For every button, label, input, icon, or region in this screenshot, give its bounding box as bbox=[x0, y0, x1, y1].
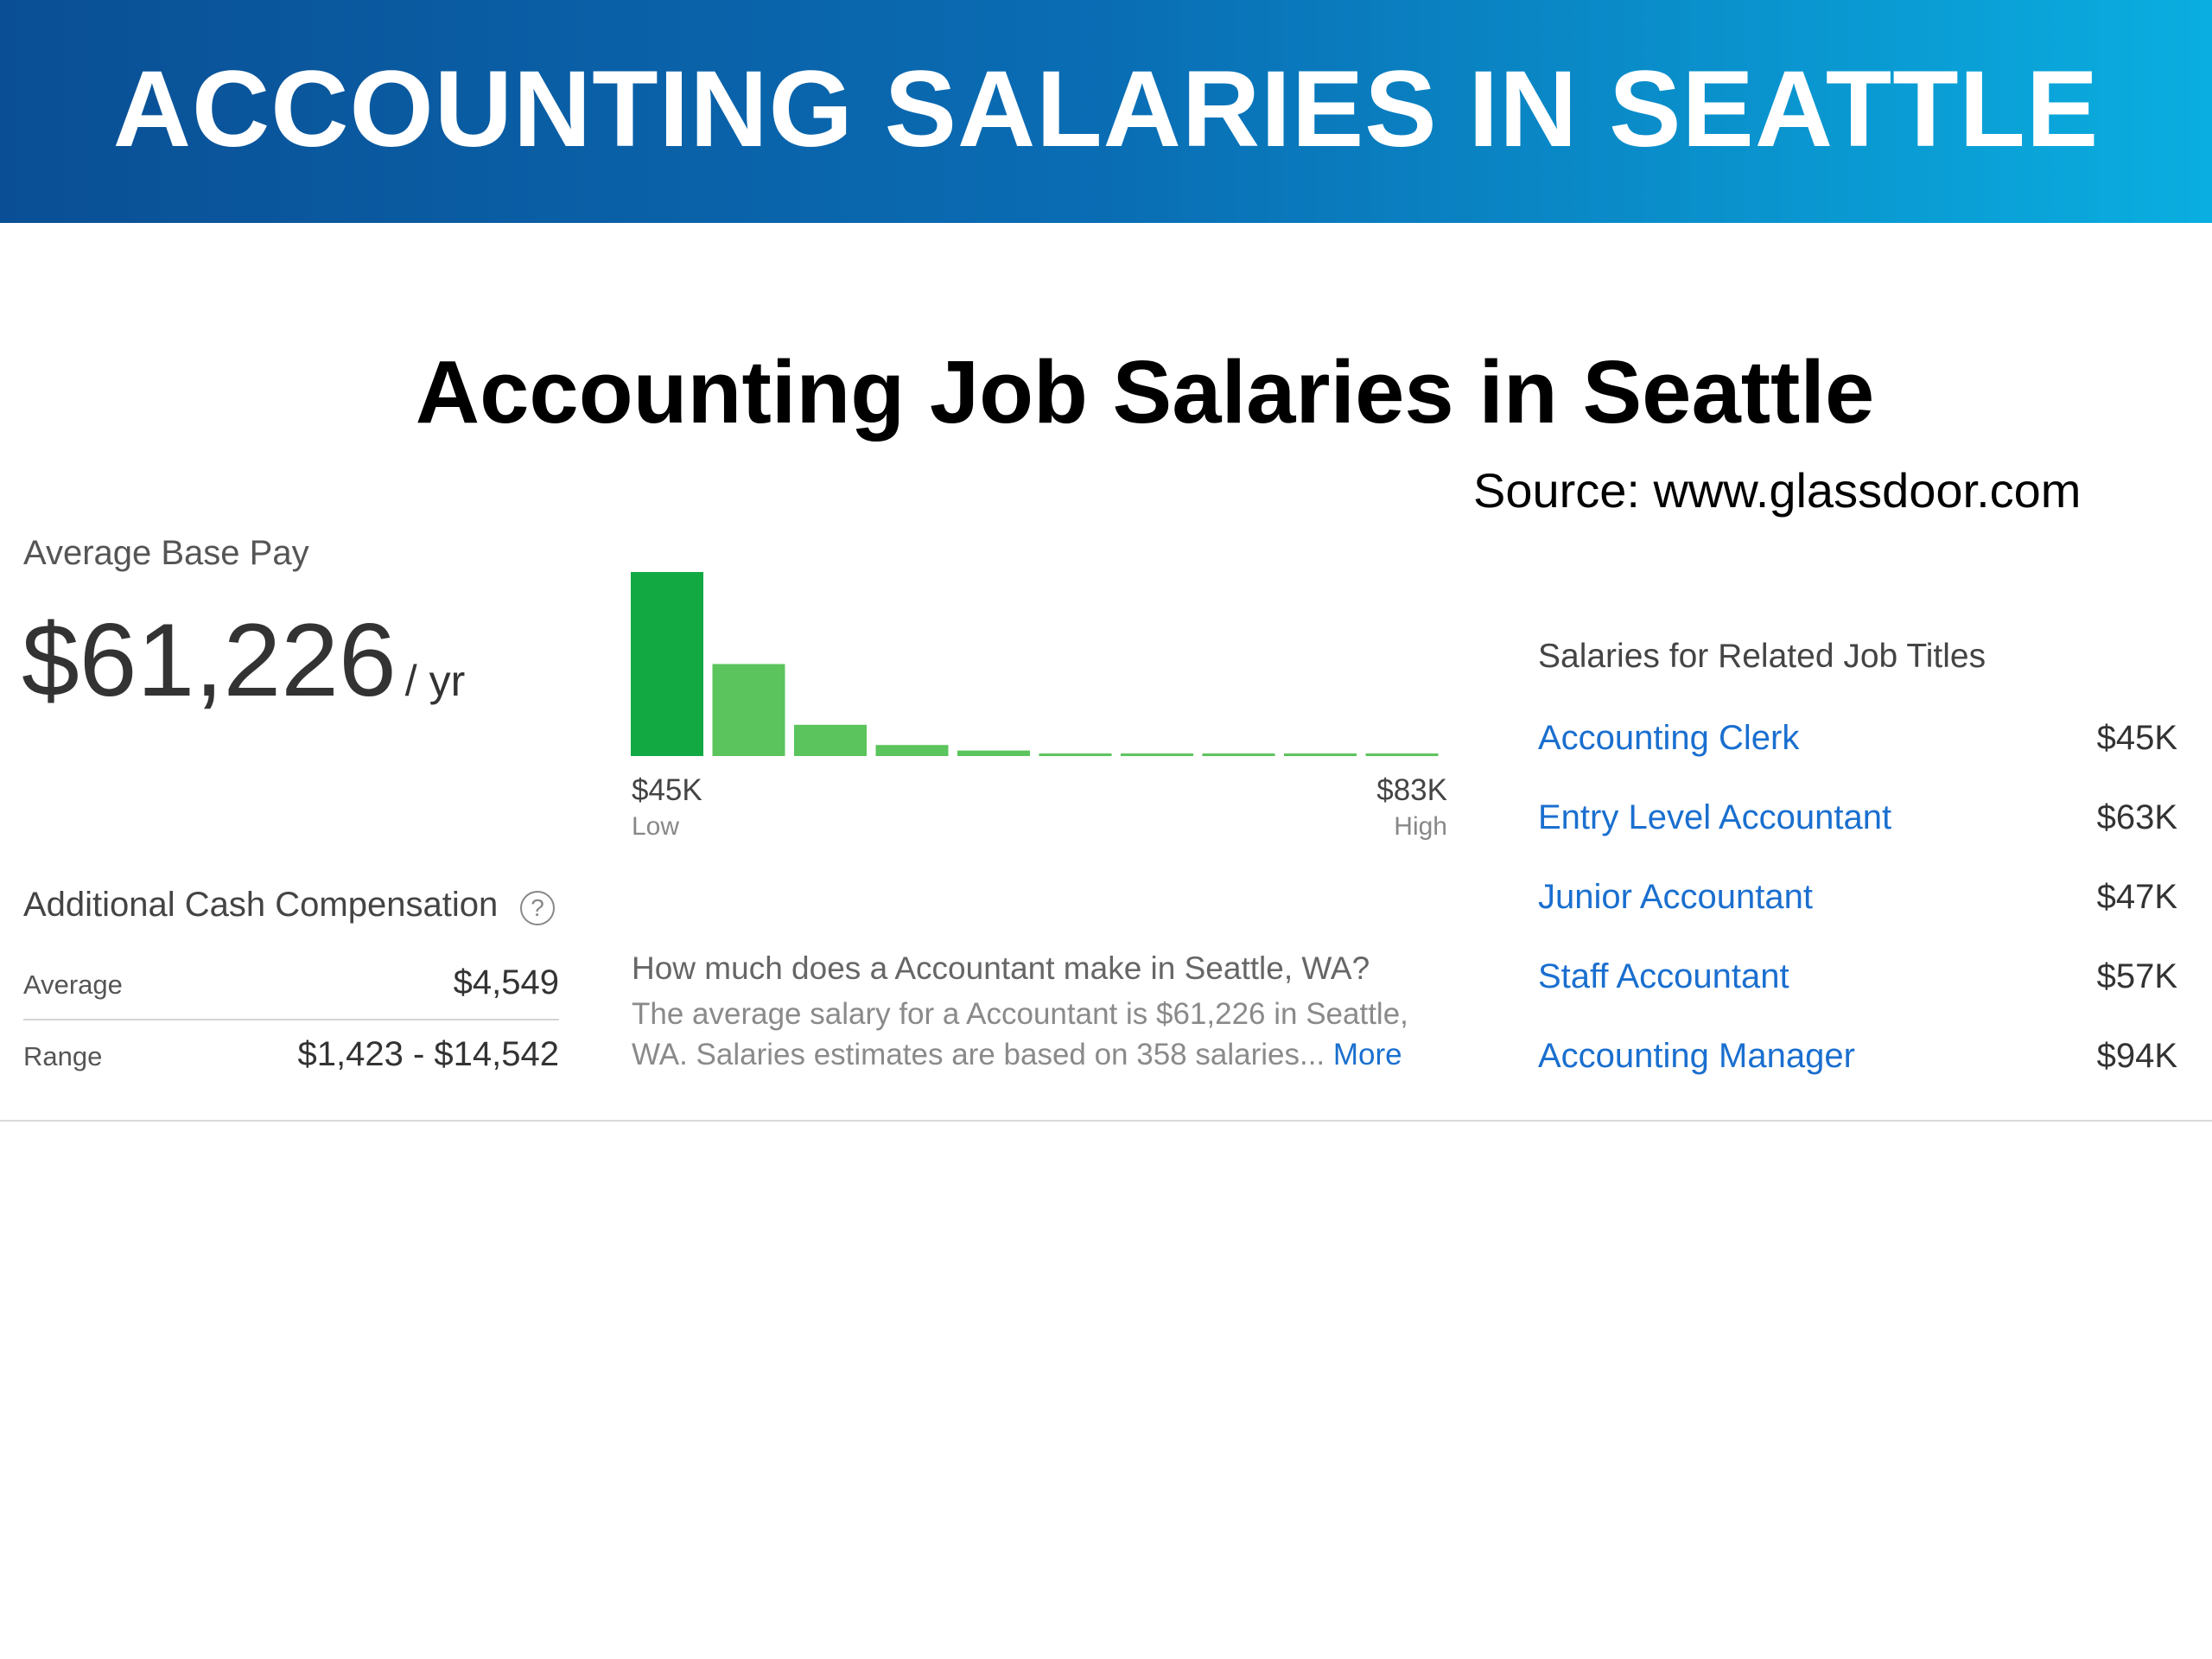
histogram-high-label: High bbox=[1394, 812, 1447, 841]
related-job-salary: $63K bbox=[2096, 798, 2177, 836]
cash-range-value: $1,423 - $14,542 bbox=[297, 1035, 559, 1073]
cash-divider bbox=[23, 1019, 559, 1020]
cash-average-value: $4,549 bbox=[453, 963, 559, 1001]
title-banner: ACCOUNTING SALARIES IN SEATTLE bbox=[0, 0, 2212, 223]
related-job-link[interactable]: Entry Level Accountant bbox=[1538, 798, 1892, 836]
bottom-divider bbox=[0, 1120, 2212, 1122]
related-job-link[interactable]: Staff Accountant bbox=[1538, 957, 1789, 995]
histogram-bar bbox=[1365, 753, 1439, 756]
histogram-bar bbox=[794, 724, 867, 756]
histogram-low-value: $45K bbox=[632, 773, 702, 807]
histogram-low-label: Low bbox=[632, 812, 680, 841]
cash-range-label: Range bbox=[23, 1041, 103, 1071]
related-job-link[interactable]: Accounting Clerk bbox=[1538, 719, 1800, 757]
histogram-bar bbox=[631, 572, 703, 756]
help-icon[interactable]: ? bbox=[520, 891, 555, 925]
faq-answer-text: The average salary for a Accountant is $… bbox=[632, 997, 1408, 1071]
cash-average-label: Average bbox=[23, 969, 123, 1000]
related-row: Junior Accountant $47K bbox=[1538, 878, 2177, 917]
average-base-pay-label: Average Base Pay bbox=[23, 534, 309, 572]
base-pay-unit: / yr bbox=[404, 657, 466, 705]
related-job-link[interactable]: Accounting Manager bbox=[1538, 1037, 1855, 1075]
related-row: Accounting Clerk $45K bbox=[1538, 719, 2177, 758]
source-note: Source: www.glassdoor.com bbox=[1473, 463, 2082, 518]
related-job-salary: $47K bbox=[2096, 878, 2177, 916]
banner-title: ACCOUNTING SALARIES IN SEATTLE bbox=[112, 48, 2100, 169]
histogram-bar bbox=[1039, 753, 1112, 756]
cash-average-row: Average $4,549 bbox=[23, 963, 559, 1002]
related-job-link[interactable]: Junior Accountant bbox=[1538, 878, 1813, 916]
related-job-salary: $94K bbox=[2096, 1037, 2177, 1075]
histogram-bar bbox=[875, 745, 949, 756]
related-job-salary: $57K bbox=[2096, 957, 2177, 995]
related-row: Entry Level Accountant $63K bbox=[1538, 798, 2177, 837]
related-row: Staff Accountant $57K bbox=[1538, 957, 2177, 996]
salary-histogram bbox=[631, 572, 1439, 756]
histogram-bar bbox=[957, 750, 1030, 756]
additional-cash-title: Additional Cash Compensation bbox=[23, 886, 499, 924]
histogram-bar bbox=[712, 664, 785, 756]
histogram-bar bbox=[1284, 753, 1357, 756]
histogram-bar bbox=[1121, 753, 1193, 756]
base-pay-amount: $61,226 bbox=[22, 602, 397, 718]
related-titles-heading: Salaries for Related Job Titles bbox=[1538, 638, 1986, 675]
histogram-high-value: $83K bbox=[1376, 773, 1447, 807]
related-job-salary: $45K bbox=[2096, 719, 2177, 757]
related-row: Accounting Manager $94K bbox=[1538, 1037, 2177, 1076]
slide-subtitle: Accounting Job Salaries in Seattle bbox=[415, 342, 1875, 442]
cash-range-row: Range $1,423 - $14,542 bbox=[23, 1035, 559, 1074]
faq-question: How much does a Accountant make in Seatt… bbox=[632, 950, 1370, 986]
faq-answer: The average salary for a Accountant is $… bbox=[632, 994, 1461, 1075]
more-link[interactable]: More bbox=[1332, 1038, 1402, 1071]
histogram-bar bbox=[1202, 753, 1275, 756]
average-base-pay-value: $61,226/ yr bbox=[22, 601, 465, 720]
